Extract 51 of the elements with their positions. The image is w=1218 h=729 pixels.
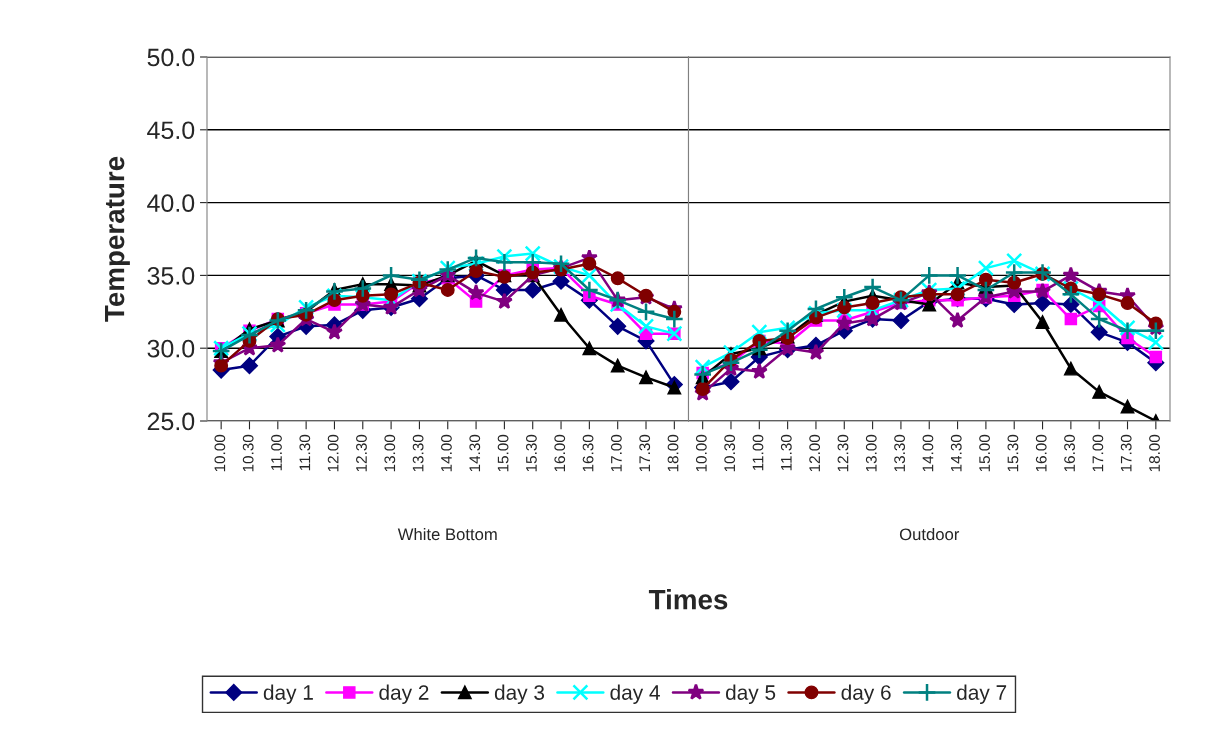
x-tick-label: 17.30	[1120, 434, 1132, 472]
y-tick-label: 25.0	[147, 412, 195, 431]
x-tick-label: 16.00	[1035, 434, 1047, 472]
x-tick-label: 10.30	[242, 434, 254, 472]
x-tick-label: 11.30	[299, 434, 311, 471]
x-tick-label: 12.30	[356, 434, 367, 472]
x-tick-label: 17.00	[610, 434, 622, 472]
x-axis-title: Outdoor	[899, 527, 960, 541]
legend-label: day 4	[610, 684, 660, 704]
y-tick-label: 45.0	[147, 121, 195, 140]
x-tick-label: 14.30	[469, 434, 481, 472]
legend-label: day 1	[263, 684, 313, 704]
x-tick-label: 10.00	[214, 434, 226, 472]
y-axis-title: Temperature	[105, 156, 130, 322]
x-tick-label: 16.30	[1064, 434, 1075, 472]
legend-label: day 7	[957, 684, 1007, 704]
y-tick-label: 40.0	[147, 194, 195, 212]
x-tick-label: 18.00	[1149, 434, 1160, 472]
x-tick-label: 13.00	[384, 434, 396, 472]
x-tick-label: 10.30	[724, 434, 736, 472]
x-tick-label: 15.30	[526, 434, 537, 472]
legend-label: day 5	[725, 684, 776, 704]
x-tick-label: 11.00	[271, 434, 282, 471]
x-tick-label: 15.00	[979, 434, 990, 472]
text: Times	[648, 589, 728, 610]
y-tick-label: 30.0	[147, 339, 195, 358]
x-tick-label: 12.00	[809, 434, 821, 472]
x-tick-label: 16.30	[582, 434, 594, 472]
x-tick-label: 17.30	[639, 434, 651, 472]
x-tick-label: 14.00	[922, 434, 934, 472]
x-tick-label: 13.30	[412, 434, 424, 472]
y-tick-label: 50.0	[147, 48, 195, 67]
x-tick-label: 17.00	[1092, 434, 1104, 472]
x-tick-label: 11.30	[780, 434, 792, 471]
legend-label: day 6	[841, 684, 891, 704]
legend-label: day 3	[494, 684, 545, 704]
legend-label: day 2	[379, 684, 429, 704]
x-tick-label: 14.30	[950, 434, 962, 472]
x-tick-label: 15.00	[497, 434, 509, 472]
x-tick-label: 13.30	[894, 434, 906, 472]
x-tick-label: 12.30	[837, 434, 849, 472]
x-axis-title: White Bottom	[397, 527, 497, 541]
x-tick-label: 10.00	[695, 434, 707, 472]
x-tick-label: 18.00	[667, 434, 679, 472]
y-tick-label: 35.0	[147, 267, 195, 285]
x-tick-label: 12.00	[327, 434, 339, 472]
x-tick-label: 16.00	[554, 434, 566, 472]
x-tick-label: 13.00	[865, 434, 877, 472]
x-tick-label: 15.30	[1007, 434, 1019, 472]
x-tick-label: 14.00	[441, 434, 452, 472]
x-tick-label: 11.00	[752, 434, 764, 471]
